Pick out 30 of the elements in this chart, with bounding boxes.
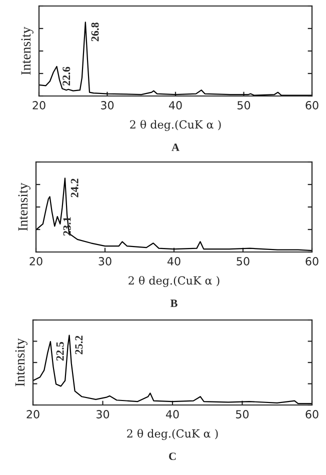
x-tick-label: 20 bbox=[32, 101, 46, 110]
x-axis-title: 2 θ deg.(CuK α ) bbox=[127, 428, 218, 440]
text: C bbox=[169, 452, 176, 460]
x-tick-label: 50 bbox=[236, 410, 249, 418]
x-tick-label: 40 bbox=[166, 410, 179, 418]
annotation: 26.8 bbox=[91, 22, 99, 42]
x-tick-label: 30 bbox=[96, 410, 110, 418]
x-tick-label: 60 bbox=[306, 101, 318, 110]
annotation: 23.1 bbox=[63, 217, 71, 236]
x-tick-label: 50 bbox=[236, 257, 250, 266]
annotation: 25.2 bbox=[75, 336, 83, 354]
y-axis-title: Intensity bbox=[21, 26, 34, 75]
x-tick-label: 30 bbox=[98, 257, 112, 266]
y-axis-title: Intensity bbox=[15, 338, 28, 386]
x-axis-title: 2 θ deg.(CuK α ) bbox=[128, 276, 220, 287]
x-axis-title: 2 θ deg.(CuK α ) bbox=[130, 120, 221, 131]
x-tick-label: 50 bbox=[238, 101, 250, 110]
x-tick-label: 40 bbox=[167, 257, 180, 266]
annotation: 22.6 bbox=[62, 66, 70, 86]
annotation: 24.2 bbox=[70, 178, 78, 198]
x-tick-label: 20 bbox=[26, 410, 40, 418]
x-tick-label: 60 bbox=[306, 257, 318, 266]
y-axis-title: Intensity bbox=[18, 182, 30, 231]
x-tick-label: 40 bbox=[168, 101, 182, 110]
text: A bbox=[172, 144, 180, 151]
x-tick-label: 20 bbox=[30, 257, 42, 266]
x-tick-label: 60 bbox=[306, 410, 318, 418]
annotation: 22.5 bbox=[56, 342, 64, 361]
text: B bbox=[170, 300, 178, 307]
x-tick-label: 30 bbox=[101, 101, 114, 110]
